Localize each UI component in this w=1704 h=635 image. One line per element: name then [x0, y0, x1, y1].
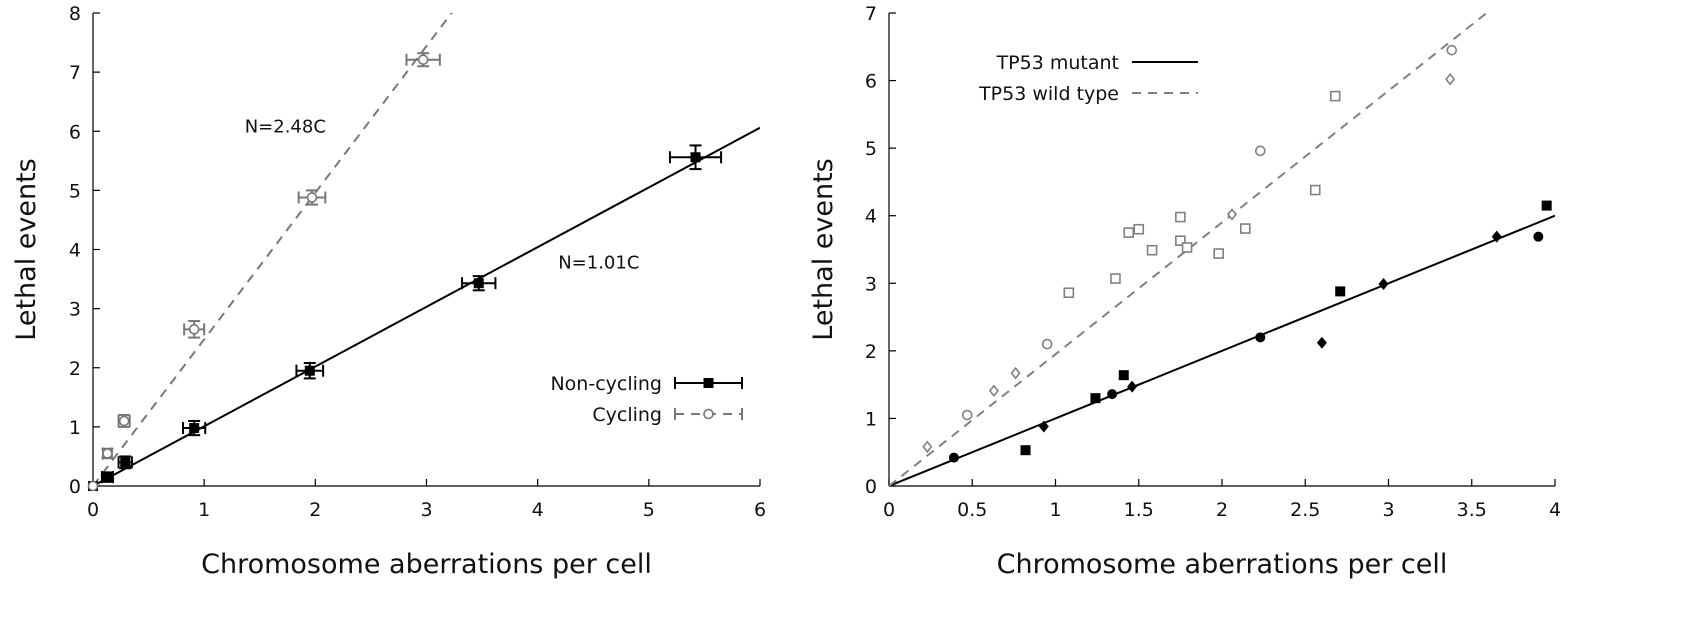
tp53-wild-type-point — [1309, 184, 1321, 196]
x-tick-label: 0 — [87, 499, 99, 521]
tp53-mutant-point — [1118, 370, 1129, 381]
tp53-wild-type-point — [1329, 90, 1341, 102]
tp53-wild-type-point — [1213, 248, 1224, 259]
non-cycling-fit-line — [93, 126, 760, 486]
tp53-wild-type-point — [1041, 338, 1053, 350]
legend-marker — [703, 378, 714, 388]
x-axis-title: Chromosome aberrations per cell — [201, 549, 652, 580]
tp53-mutant-point — [1020, 445, 1031, 456]
x-tick-label: 4 — [1549, 499, 1561, 521]
tp53-mutant-point — [1541, 200, 1552, 211]
y-tick-label: 6 — [69, 121, 81, 143]
tp53-mutant-point — [1316, 336, 1327, 349]
y-tick-label: 7 — [865, 3, 877, 25]
legend-label: Cycling — [592, 404, 662, 426]
x-tick-label: 1 — [1049, 499, 1061, 521]
x-tick-label: 1 — [198, 499, 210, 521]
tp53-mutant-point — [1491, 230, 1502, 243]
tp53-wild-type-point — [1146, 244, 1158, 256]
fit-equation-label: N=1.01C — [558, 252, 639, 273]
tp53-mutant-fit-line — [889, 214, 1555, 486]
non-cycling-point — [473, 278, 484, 289]
x-tick-label: 0.5 — [957, 499, 987, 521]
x-tick-label: 0 — [883, 499, 895, 521]
tp53-mutant-point — [1378, 277, 1389, 290]
tp53-mutant-point — [1335, 286, 1346, 297]
y-tick-label: 0 — [865, 476, 877, 498]
x-tick-label: 1.5 — [1124, 499, 1154, 521]
fit-equation-label: N=2.48C — [245, 116, 326, 137]
legend-marker — [703, 408, 714, 420]
tp53-wild-type-point — [1226, 208, 1238, 221]
tp53-mutant-point — [1038, 420, 1049, 433]
x-tick-label: 2.5 — [1290, 499, 1320, 521]
x-tick-label: 3 — [1382, 499, 1394, 521]
x-tick-label: 2 — [1216, 499, 1228, 521]
y-tick-label: 3 — [69, 299, 81, 321]
non-cycling-point — [189, 423, 200, 434]
x-tick-label: 4 — [532, 499, 544, 521]
legend-label: TP53 mutant — [996, 52, 1119, 74]
tp53-wild-type-point — [1181, 242, 1193, 253]
y-tick-label: 7 — [69, 62, 81, 84]
tp53-wild-type-point — [922, 440, 933, 454]
y-tick-label: 1 — [865, 408, 877, 430]
cycling-point — [118, 415, 130, 427]
left-chart: 0 1 2 3 4 5 6 0 1 2 3 4 5 6 7 8 Chromosome aberrations p… — [11, 3, 766, 580]
tp53-wild-type-point — [1445, 72, 1456, 86]
tp53-wild-type-point — [988, 384, 999, 398]
tp53-wild-type-point — [1254, 145, 1266, 157]
y-tick-label: 2 — [865, 341, 877, 363]
cycling-point — [102, 448, 113, 459]
tp53-wild-type-point — [1123, 227, 1135, 238]
x-tick-label: 3.5 — [1457, 499, 1487, 521]
y-tick-label: 6 — [865, 71, 877, 93]
x-tick-label: 6 — [754, 499, 766, 521]
tp53-wild-type-point — [1175, 235, 1186, 247]
y-tick-label: 2 — [69, 358, 81, 380]
tp53-wild-type-point — [1446, 44, 1458, 56]
x-axis-title: Chromosome aberrations per cell — [997, 549, 1448, 580]
y-tick-label: 5 — [69, 180, 81, 202]
y-tick-label: 4 — [865, 206, 877, 228]
tp53-mutant-point — [1107, 389, 1118, 400]
tp53-wild-type-point — [1175, 211, 1186, 223]
y-tick-label: 8 — [69, 3, 81, 25]
y-tick-label: 3 — [865, 273, 877, 295]
x-tick-label: 5 — [643, 499, 655, 521]
non-cycling-point — [120, 457, 131, 468]
right-chart: 0 0.5 1 1.5 2 2.5 3 3.5 4 0 1 2 3 4 5 6 7 Chromosome aber… — [808, 3, 1561, 580]
tp53-mutant-point — [1255, 332, 1266, 343]
cycling-point — [87, 480, 99, 492]
tp53-wild-type-point — [1133, 223, 1145, 235]
cycling-point — [188, 324, 200, 335]
tp53-wild-type-point — [1110, 273, 1121, 284]
y-tick-label: 5 — [865, 138, 877, 160]
tp53-mutant-point — [1090, 393, 1101, 404]
legend-label: Non-cycling — [550, 373, 662, 395]
tp53-wild-type-point — [961, 409, 973, 421]
y-tick-label: 1 — [69, 417, 81, 439]
y-tick-label: 0 — [69, 476, 81, 498]
y-axis-title: Lethal events — [11, 158, 42, 340]
non-cycling-point — [690, 152, 701, 163]
non-cycling-point — [102, 472, 113, 483]
cycling-fit-line — [93, 13, 453, 486]
legend-label: TP53 wild type — [978, 83, 1119, 105]
tp53-mutant-point — [948, 452, 959, 463]
tp53-mutant-point — [1533, 231, 1544, 242]
x-tick-label: 2 — [309, 499, 321, 521]
x-tick-label: 3 — [420, 499, 432, 521]
tp53-mutant-point — [1127, 380, 1138, 393]
non-cycling-point — [304, 365, 315, 376]
y-tick-label: 4 — [69, 240, 81, 262]
y-axis-title: Lethal events — [808, 158, 839, 340]
cycling-point — [417, 54, 429, 66]
tp53-wild-type-point — [1010, 366, 1021, 380]
cycling-point — [306, 192, 318, 203]
tp53-wild-type-point — [1240, 223, 1251, 234]
tp53-wild-type-point — [1063, 287, 1075, 299]
